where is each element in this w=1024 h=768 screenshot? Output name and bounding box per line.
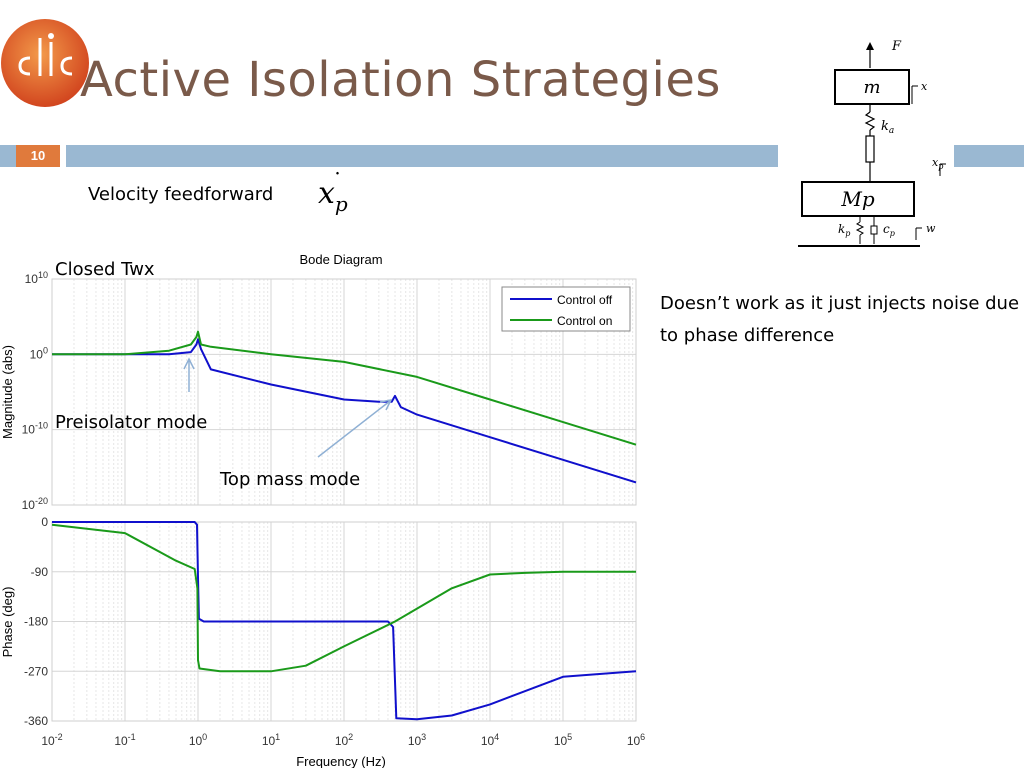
phase-tick-label: -180	[24, 615, 48, 629]
phase-y-label: Phase (deg)	[0, 587, 15, 658]
force-label: F	[891, 39, 902, 54]
formula-dot: ˙	[332, 170, 343, 195]
chart-title: Bode Diagram	[299, 252, 382, 267]
phase-frame	[51, 521, 637, 722]
preisolator-mode-label: Preisolator mode	[55, 412, 207, 433]
legend-label-on: Control on	[557, 314, 612, 328]
page-number: 10	[16, 145, 60, 167]
frequency-tick-label: 100	[189, 732, 207, 748]
series-line-control-on	[52, 330, 637, 446]
kp-label: kp	[838, 222, 850, 238]
series-line-control-off	[52, 521, 637, 721]
top-mass	[834, 69, 910, 105]
bottom-mass-label: Mp	[840, 187, 874, 211]
formula-var: x	[318, 176, 335, 211]
frequency-tick-label: 104	[481, 732, 499, 748]
legend-label-off: Control off	[557, 293, 613, 307]
magnitude-y-ticks: 1010 100 10-10 10-20	[22, 270, 48, 512]
note-text: Doesn’t work as it just injects noise du…	[660, 293, 1020, 346]
frequency-tick-label: 106	[627, 732, 645, 748]
formula-sub: p	[334, 192, 348, 216]
top-mass-arrow	[317, 400, 391, 458]
series-line-control-on	[51, 523, 636, 673]
frequency-tick-label: 103	[408, 732, 426, 748]
clic-logo	[1, 19, 89, 107]
damper-cp	[870, 225, 878, 235]
xp-label: xp	[932, 156, 943, 171]
series-line-control-off	[52, 338, 637, 484]
bode-chart: Bode Diagram 1010 100 10-10 10-20 0 -90 -180 -…	[0, 252, 645, 768]
phase-tick-label: 0	[41, 515, 48, 529]
frequency-tick-label: 102	[335, 732, 353, 748]
velocity-feedforward-label: Velocity feedforward	[88, 184, 274, 205]
mass-spring-diagram: F m x ka xp Mp kp cp w	[798, 39, 946, 247]
header-band	[66, 145, 778, 167]
phase-tick-label: -270	[24, 664, 48, 678]
top-mass-mode-label: Top mass mode	[219, 469, 360, 490]
ka-label: ka	[881, 119, 894, 136]
legend: Control off Control on	[501, 286, 631, 332]
closed-twx-label: Closed Twx	[55, 259, 155, 280]
frequency-tick-label: 10-2	[41, 732, 62, 748]
frequency-x-ticks: 10-2 10-1 100 101 102 103 104 105 106	[41, 732, 645, 748]
magnitude-y-label: Magnitude (abs)	[0, 345, 15, 439]
frequency-tick-label: 105	[554, 732, 572, 748]
slide-title: Active Isolation Strategies	[80, 52, 721, 108]
legend-box	[501, 286, 631, 332]
top-mass-label: m	[863, 77, 880, 98]
phase-lines	[51, 521, 637, 721]
velocity-formula: ˙ xp	[318, 170, 348, 216]
phase-tick-label: -360	[24, 714, 48, 728]
header-band-left	[0, 145, 16, 167]
cp-label: cp	[883, 222, 895, 238]
magnitude-tick-label: 10-10	[22, 421, 48, 437]
magnitude-tick-label: 100	[30, 345, 48, 361]
actuator	[865, 135, 875, 163]
w-label: w	[926, 222, 936, 235]
spring-kp	[855, 221, 865, 236]
spring-ka	[864, 111, 876, 131]
phase-grid	[51, 521, 636, 722]
phase-y-ticks: 0 -90 -180 -270 -360	[24, 515, 48, 728]
x-label: x	[921, 80, 928, 93]
force-arrowhead	[866, 42, 874, 50]
magnitude-tick-label: 10-20	[22, 496, 48, 512]
phase-tick-label: -90	[31, 565, 49, 579]
chart-annotations: Closed Twx Preisolator mode Top mass mod…	[55, 259, 393, 490]
frequency-tick-label: 101	[262, 732, 280, 748]
magnitude-frame	[51, 278, 637, 506]
header-band-right	[954, 145, 1024, 167]
x-axis-label: Frequency (Hz)	[296, 754, 386, 768]
magnitude-lines	[52, 330, 637, 484]
bottom-mass	[801, 181, 915, 217]
magnitude-tick-label: 1010	[25, 270, 48, 286]
frequency-tick-label: 10-1	[114, 732, 135, 748]
